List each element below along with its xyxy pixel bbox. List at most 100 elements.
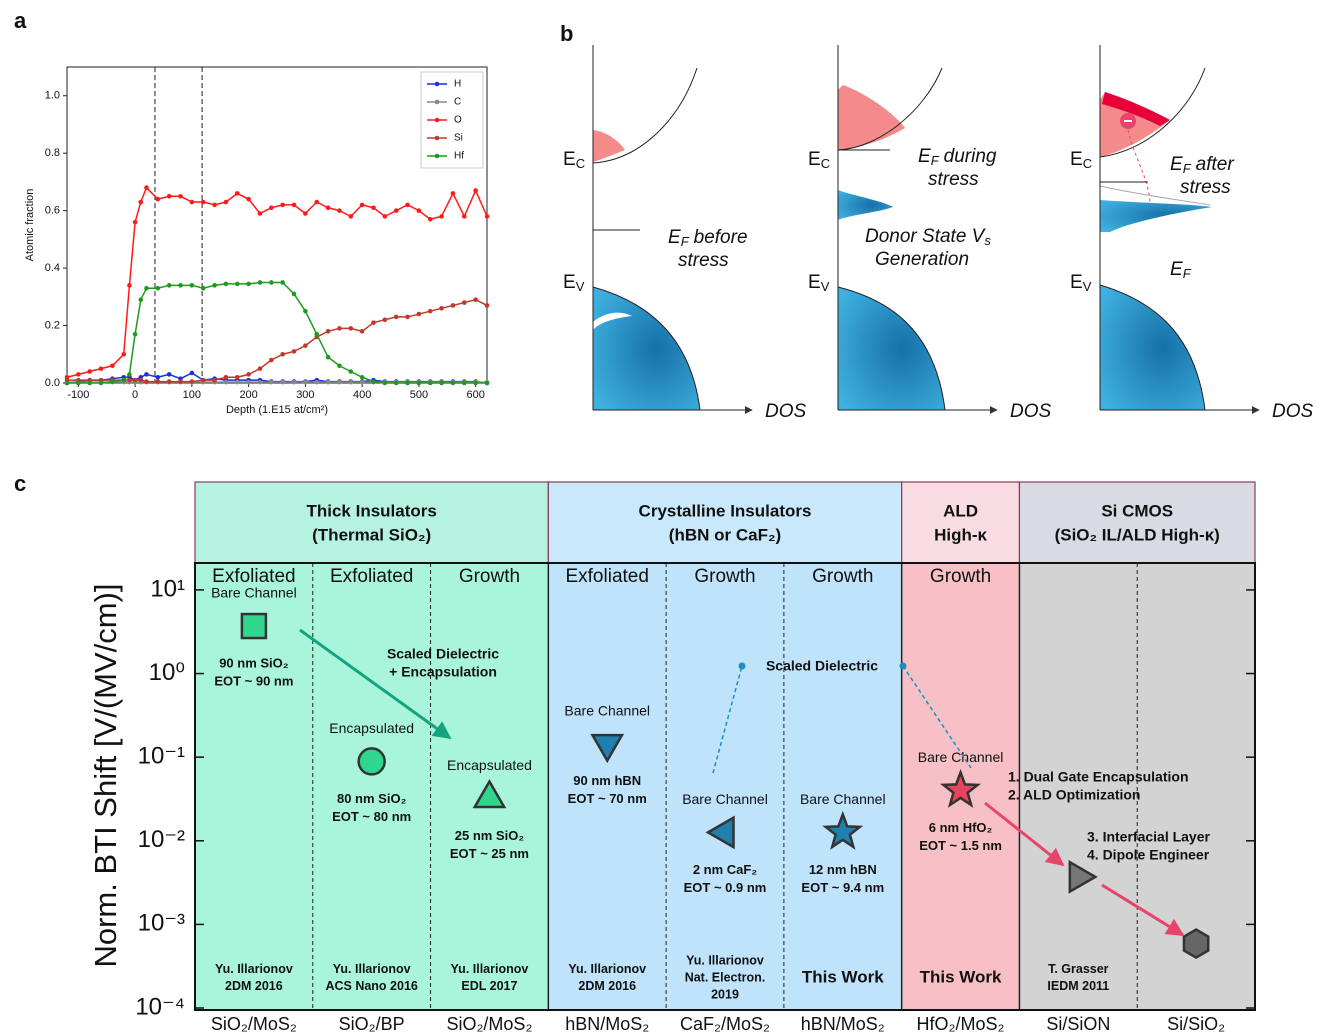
y-tick-label: 0.4 (45, 262, 60, 274)
data-point (246, 282, 251, 287)
legend-label: Si (454, 133, 463, 144)
y-tick-label: 0.2 (45, 319, 60, 331)
data-point (314, 332, 319, 337)
reference-label: Yu. Illarionov (568, 962, 646, 976)
energy-label: EC (1070, 149, 1092, 171)
group-title: Si CMOS (1101, 501, 1173, 520)
symbol: E (808, 272, 821, 293)
energy-label: EV (808, 272, 830, 294)
data-point (337, 363, 342, 368)
y-tick-label: 10⁰ (149, 659, 185, 686)
data-point (201, 378, 206, 383)
symbol: E (563, 272, 576, 293)
data-point (167, 283, 172, 288)
data-point (485, 303, 490, 308)
data-point (303, 309, 308, 314)
data-point (405, 203, 410, 208)
subscript: V (821, 279, 830, 294)
data-point (178, 379, 183, 384)
symbol: E (668, 227, 681, 248)
data-point (99, 366, 104, 371)
data-point (138, 378, 143, 383)
spec-label: 80 nm SiO₂ (337, 791, 407, 806)
method-label: Growth (812, 566, 873, 587)
data-point (127, 378, 132, 383)
data-point (280, 203, 285, 208)
y-tick-label: 0.8 (45, 147, 60, 159)
data-point (428, 381, 433, 386)
reference-label: This Work (920, 967, 1002, 986)
subscript: F (1183, 161, 1192, 176)
data-point (485, 214, 490, 219)
spec-label: 90 nm hBN (573, 773, 641, 788)
data-point (394, 208, 399, 213)
label-line: stress (1180, 177, 1231, 198)
spec-label: 90 nm SiO₂ (219, 655, 289, 670)
y-tick-label: 0.0 (45, 377, 60, 389)
data-point (190, 283, 195, 288)
valence-fill (838, 287, 945, 410)
reference-label: EDL 2017 (461, 979, 517, 993)
condition-label: Encapsulated (447, 757, 532, 773)
group-header (1019, 482, 1255, 563)
reference-label: ACS Nano 2016 (325, 979, 417, 993)
valence-fill (1100, 285, 1205, 410)
data-point (428, 309, 433, 314)
data-point (269, 205, 274, 210)
subscript: V (576, 279, 585, 294)
x-tick-label: HfO₂/MoS₂ (917, 1014, 1005, 1034)
annotation: 1. Dual Gate Encapsulation (1008, 769, 1189, 785)
data-point (212, 283, 217, 288)
label-line: Generation (875, 249, 969, 270)
data-point (235, 380, 240, 385)
condition-label: Bare Channel (211, 585, 297, 601)
spec-label: EOT ~ 70 nm (568, 791, 647, 806)
data-point (212, 378, 217, 383)
data-point (428, 217, 433, 222)
label-line: Donor State V (865, 226, 987, 247)
data-point (190, 200, 195, 205)
data-point (394, 381, 399, 386)
x-axis-label: Depth (1.E15 at/cm²) (226, 404, 328, 416)
legend-label: Hf (454, 151, 464, 162)
condition-label: Bare Channel (564, 702, 650, 718)
data-point (417, 312, 422, 317)
reference-label: 2019 (711, 987, 739, 1001)
condition-label: Bare Channel (918, 749, 1004, 765)
data-point (144, 185, 149, 190)
data-point (133, 378, 138, 383)
trend-dot (739, 663, 746, 670)
data-point (224, 375, 229, 380)
annotation: 2. ALD Optimization (1008, 787, 1140, 803)
x-tick-label: SiO₂/BP (339, 1014, 405, 1034)
group-subtitle: (SiO₂ IL/ALD High-κ) (1055, 525, 1220, 544)
x-tick-label: CaF₂/MoS₂ (680, 1014, 770, 1034)
data-point (201, 286, 206, 291)
x-tick-label: 600 (466, 389, 484, 401)
state-label: Donor State Vs Generation (865, 226, 991, 270)
legend-label: H (454, 79, 461, 90)
data-point (133, 220, 138, 225)
spec-label: EOT ~ 90 nm (214, 673, 293, 688)
data-point (258, 380, 263, 385)
method-label: Exfoliated (565, 566, 648, 587)
data-point (246, 197, 251, 202)
data-point (383, 318, 388, 323)
subscript: F (1183, 266, 1192, 281)
data-point (242, 614, 266, 638)
data-point (451, 381, 456, 386)
spec-label: EOT ~ 0.9 nm (684, 880, 767, 895)
data-point (121, 378, 126, 383)
donor-state (838, 190, 893, 220)
group-title: Crystalline Insulators (639, 501, 812, 520)
data-point (314, 380, 319, 385)
subscript: s (984, 233, 991, 248)
condition-label: Encapsulated (329, 720, 414, 736)
subscript: C (1083, 156, 1092, 171)
reference-label: This Work (802, 967, 884, 986)
data-point (133, 332, 138, 337)
data-point (156, 379, 161, 384)
data-point (190, 371, 195, 376)
data-point (138, 297, 143, 302)
group-header (548, 482, 901, 563)
